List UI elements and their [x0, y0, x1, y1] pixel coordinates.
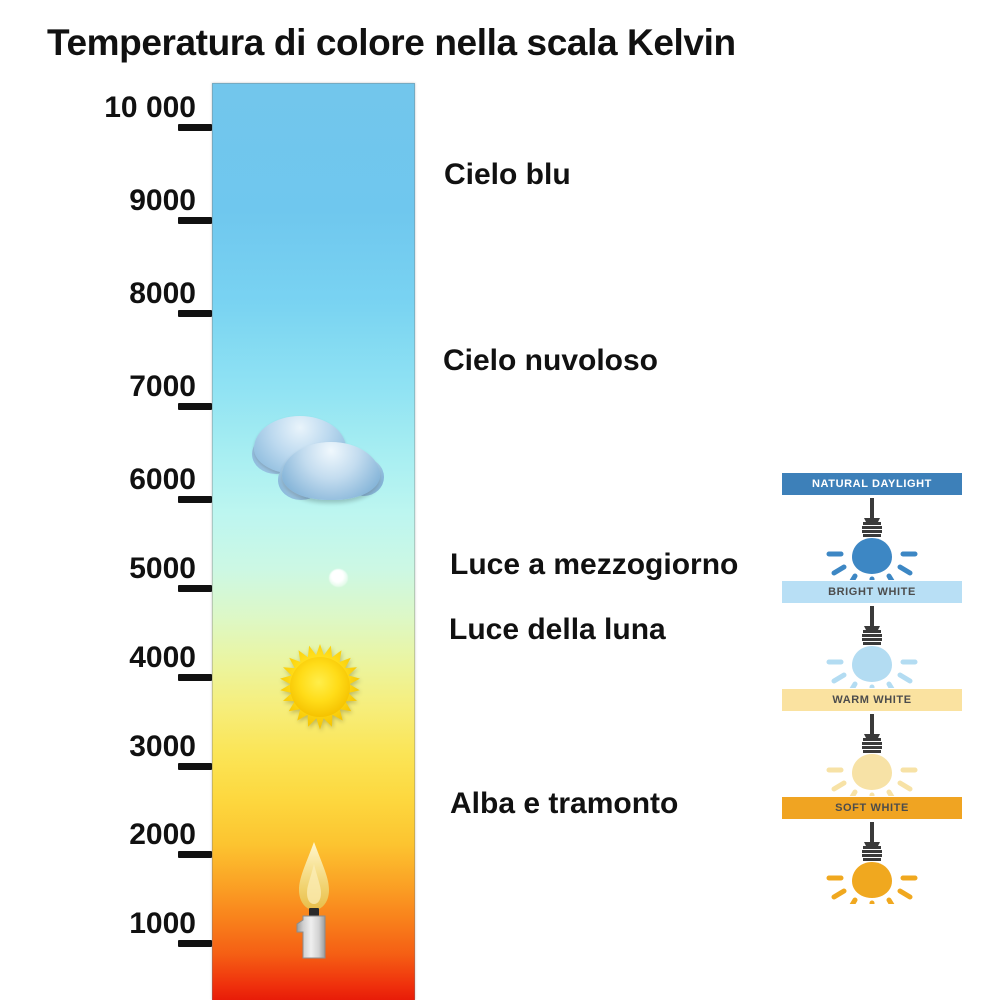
bulb-legend: NATURAL DAYLIGHT BRIGHT WHITE WARM WHITE SO… [782, 473, 962, 905]
axis-tick-5000: 5000 [0, 546, 212, 592]
axis-tick-label: 1000 [129, 907, 196, 940]
axis-tick-mark [178, 217, 212, 224]
axis-tick-mark [178, 851, 212, 858]
moon-icon [329, 569, 348, 587]
axis-tick-4000: 4000 [0, 635, 212, 681]
description-label: Cielo blu [444, 158, 571, 191]
axis-tick-2000: 2000 [0, 812, 212, 858]
axis-tick-7000: 7000 [0, 364, 212, 410]
axis-tick-label: 8000 [129, 277, 196, 310]
axis-tick-mark [178, 124, 212, 131]
axis-tick-mark [178, 403, 212, 410]
axis-tick-label: 2000 [129, 818, 196, 851]
axis-tick-label: 5000 [129, 552, 196, 585]
light-bulb-icon [782, 495, 962, 581]
legend-item[interactable]: BRIGHT WHITE [782, 581, 962, 689]
sun-icon [268, 642, 372, 746]
candle-icon [283, 838, 345, 963]
light-bulb-icon [782, 603, 962, 689]
legend-banner-label: BRIGHT WHITE [782, 581, 962, 603]
clouds-icon [252, 408, 384, 508]
legend-banner-label: NATURAL DAYLIGHT [782, 473, 962, 495]
legend-item[interactable]: SOFT WHITE [782, 797, 962, 905]
axis-tick-mark [178, 496, 212, 503]
description-label: Luce a mezzogiorno [450, 548, 739, 581]
axis-tick-mark [178, 310, 212, 317]
description-label: Cielo nuvoloso [443, 344, 659, 377]
axis-tick-label: 3000 [129, 730, 196, 763]
light-bulb-icon [782, 711, 962, 797]
legend-item[interactable]: WARM WHITE [782, 689, 962, 797]
axis-tick-mark [178, 674, 212, 681]
axis-tick-mark [178, 585, 212, 592]
axis-tick-label: 9000 [129, 184, 196, 217]
axis-tick-mark [178, 763, 212, 770]
legend-item[interactable]: NATURAL DAYLIGHT [782, 473, 962, 581]
axis-tick-9000: 9000 [0, 178, 212, 224]
axis-tick-label: 4000 [129, 641, 196, 674]
page-title: Temperatura di colore nella scala Kelvin [47, 22, 736, 63]
axis-tick-label: 6000 [129, 463, 196, 496]
axis-tick-6000: 6000 [0, 457, 212, 503]
light-bulb-icon [782, 819, 962, 905]
cloud-front-body [282, 442, 380, 500]
axis-tick-3000: 3000 [0, 724, 212, 770]
axis-tick-10000: 10 000 [0, 85, 212, 131]
description-label: Alba e tramonto [450, 787, 679, 820]
axis-tick-8000: 8000 [0, 271, 212, 317]
legend-banner-label: SOFT WHITE [782, 797, 962, 819]
axis-tick-label: 10 000 [104, 91, 196, 124]
axis-tick-label: 7000 [129, 370, 196, 403]
axis-tick-mark [178, 940, 212, 947]
description-label: Luce della luna [449, 613, 666, 646]
legend-banner-label: WARM WHITE [782, 689, 962, 711]
axis-tick-1000: 1000 [0, 901, 212, 947]
